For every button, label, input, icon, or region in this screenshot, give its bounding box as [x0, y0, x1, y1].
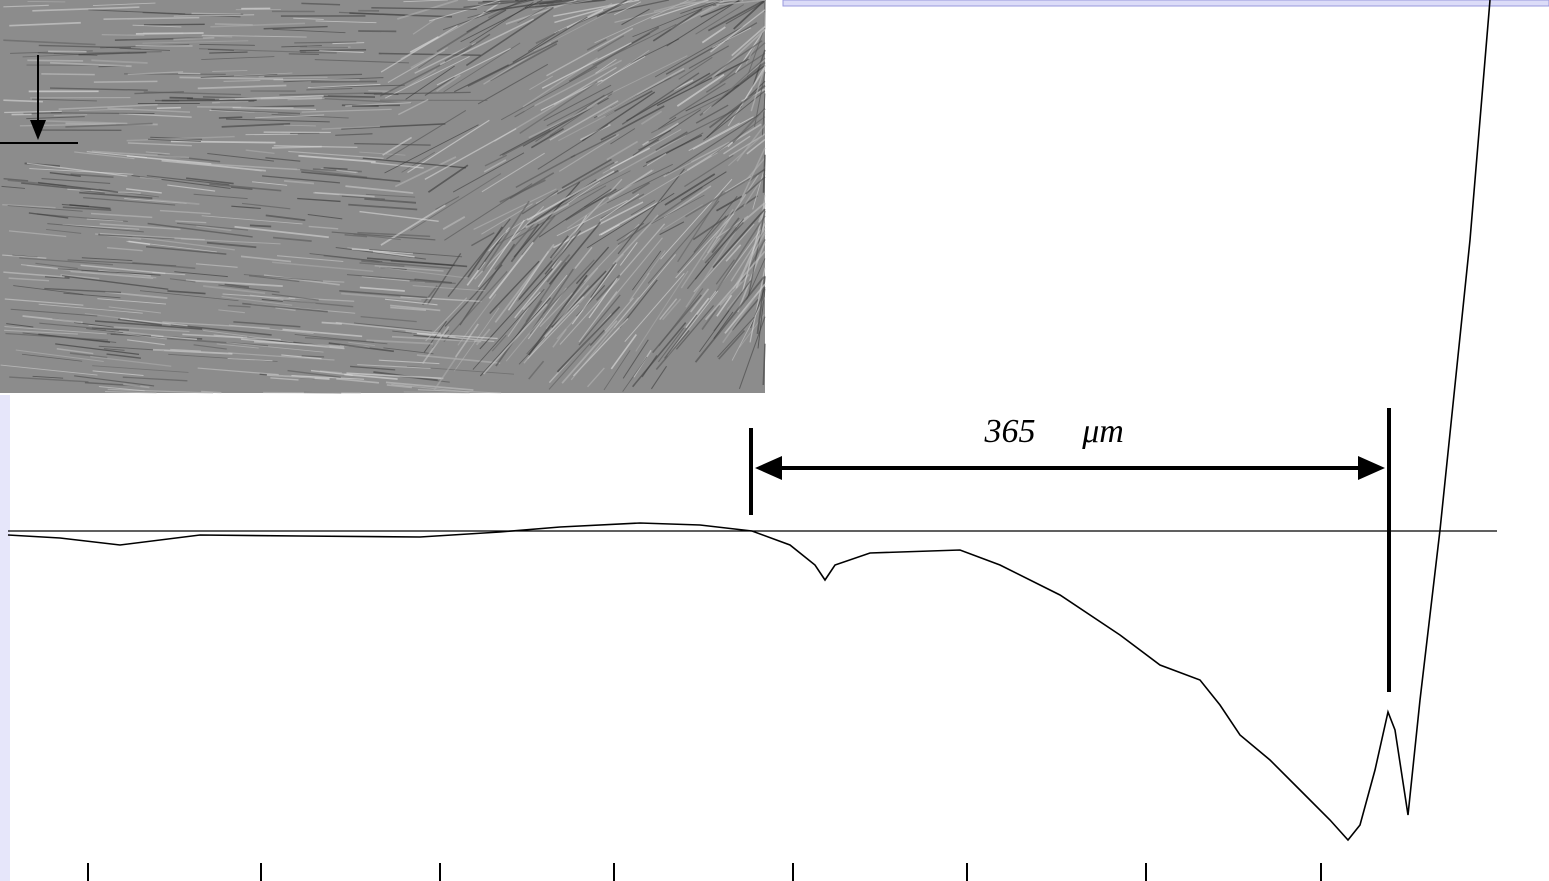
texture-streak: [170, 98, 193, 99]
texture-streak: [171, 141, 276, 142]
texture-streak: [368, 91, 389, 92]
texture-streak: [250, 225, 271, 226]
texture-streak: [300, 52, 336, 53]
texture-streak: [324, 96, 375, 97]
left-strip: [0, 395, 10, 881]
top-bar: [783, 0, 1549, 6]
texture-streak: [94, 81, 158, 82]
texture-streak: [300, 50, 366, 51]
texture-streak: [246, 134, 298, 135]
texture-streak: [300, 47, 348, 48]
texture-streak: [157, 108, 181, 109]
texture-streak: [27, 60, 83, 61]
texture-streak: [219, 117, 242, 118]
slide: 365 μm (() => { const data = JSON.parse(…: [0, 0, 1549, 881]
texture-streak: [263, 392, 361, 393]
texture-streak: [144, 24, 205, 25]
dimension-value: 365: [984, 413, 1036, 450]
dimension-arrow-head-left: [755, 456, 782, 480]
texture-streak: [215, 24, 253, 25]
texture-streak: [136, 33, 204, 34]
ticks: [88, 863, 1321, 881]
texture-streak: [289, 54, 319, 55]
texture-streak: [41, 74, 94, 75]
texture-streak: [102, 35, 145, 36]
dimension-arrow-head-right: [1358, 456, 1385, 480]
dimension-unit: μm: [1081, 413, 1124, 450]
slide-canvas: 365 μm: [0, 0, 1549, 881]
micrograph: [0, 0, 765, 393]
